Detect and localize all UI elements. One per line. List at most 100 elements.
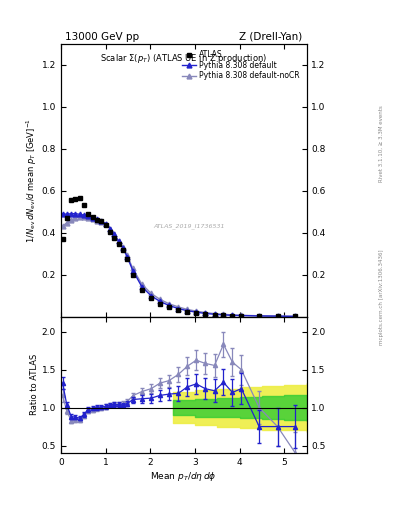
Pythia 8.308 default	[69, 210, 73, 217]
Pythia 8.308 default	[239, 312, 244, 318]
Pythia 8.308 default-noCR	[77, 214, 82, 220]
ATLAS	[230, 312, 235, 318]
ATLAS	[125, 257, 129, 263]
Text: Scalar $\Sigma(p_T)$ (ATLAS UE in Z production): Scalar $\Sigma(p_T)$ (ATLAS UE in Z prod…	[100, 52, 267, 65]
ATLAS	[203, 311, 208, 317]
ATLAS	[257, 313, 262, 319]
Pythia 8.308 default-noCR	[73, 215, 77, 221]
Pythia 8.308 default-noCR	[158, 296, 162, 303]
Pythia 8.308 default	[230, 312, 235, 318]
ATLAS	[221, 312, 226, 318]
Pythia 8.308 default	[275, 313, 280, 319]
Pythia 8.308 default	[293, 313, 298, 319]
Pythia 8.308 default-noCR	[239, 312, 244, 318]
ATLAS	[64, 215, 69, 221]
Pythia 8.308 default	[149, 293, 154, 299]
ATLAS	[140, 287, 144, 293]
Pythia 8.308 default-noCR	[275, 313, 280, 319]
Pythia 8.308 default	[257, 313, 262, 319]
Text: Z (Drell-Yan): Z (Drell-Yan)	[239, 32, 303, 42]
Pythia 8.308 default-noCR	[176, 304, 181, 310]
Pythia 8.308 default	[121, 245, 125, 251]
Pythia 8.308 default	[77, 211, 82, 218]
Pythia 8.308 default	[95, 216, 99, 222]
Line: Pythia 8.308 default: Pythia 8.308 default	[60, 211, 298, 319]
ATLAS	[77, 195, 82, 201]
Pythia 8.308 default-noCR	[112, 231, 116, 238]
Line: ATLAS: ATLAS	[60, 196, 298, 319]
Pythia 8.308 default	[112, 231, 116, 238]
ATLAS	[167, 304, 171, 310]
Pythia 8.308 default-noCR	[61, 223, 65, 229]
Pythia 8.308 default	[194, 309, 198, 315]
ATLAS	[99, 218, 103, 224]
Pythia 8.308 default-noCR	[90, 216, 95, 222]
Pythia 8.308 default-noCR	[230, 312, 235, 318]
ATLAS	[82, 202, 86, 208]
Pythia 8.308 default-noCR	[293, 313, 298, 319]
ATLAS	[103, 222, 108, 228]
Pythia 8.308 default	[176, 306, 181, 312]
Pythia 8.308 default	[82, 212, 86, 218]
Text: mcplots.cern.ch [arXiv:1306.3436]: mcplots.cern.ch [arXiv:1306.3436]	[379, 249, 384, 345]
Pythia 8.308 default-noCR	[125, 252, 129, 258]
ATLAS	[121, 247, 125, 253]
Pythia 8.308 default-noCR	[194, 308, 198, 314]
ATLAS	[149, 295, 154, 301]
ATLAS	[86, 210, 90, 217]
Pythia 8.308 default	[108, 225, 112, 231]
Pythia 8.308 default	[90, 215, 95, 221]
ATLAS	[194, 310, 198, 316]
ATLAS	[275, 313, 280, 319]
Pythia 8.308 default-noCR	[99, 219, 103, 225]
Pythia 8.308 default	[167, 303, 171, 309]
Pythia 8.308 default	[61, 210, 65, 217]
ATLAS	[95, 217, 99, 223]
ATLAS	[158, 301, 162, 307]
ATLAS	[73, 196, 77, 202]
ATLAS	[108, 228, 112, 234]
Pythia 8.308 default-noCR	[167, 301, 171, 307]
Pythia 8.308 default-noCR	[103, 221, 108, 227]
ATLAS	[239, 313, 244, 319]
Pythia 8.308 default-noCR	[257, 313, 262, 319]
Pythia 8.308 default-noCR	[64, 220, 69, 226]
Pythia 8.308 default	[203, 310, 208, 316]
Pythia 8.308 default-noCR	[82, 214, 86, 220]
ATLAS	[130, 272, 135, 278]
Legend: ATLAS, Pythia 8.308 default, Pythia 8.308 default-noCR: ATLAS, Pythia 8.308 default, Pythia 8.30…	[179, 47, 303, 83]
Line: Pythia 8.308 default-noCR: Pythia 8.308 default-noCR	[60, 215, 298, 319]
Pythia 8.308 default	[221, 312, 226, 318]
Pythia 8.308 default-noCR	[95, 218, 99, 224]
Pythia 8.308 default	[140, 284, 144, 290]
ATLAS	[69, 197, 73, 203]
Pythia 8.308 default	[64, 211, 69, 218]
Pythia 8.308 default-noCR	[130, 265, 135, 271]
Text: Rivet 3.1.10, ≥ 3.3M events: Rivet 3.1.10, ≥ 3.3M events	[379, 105, 384, 182]
ATLAS	[185, 309, 190, 315]
Pythia 8.308 default-noCR	[108, 226, 112, 232]
Y-axis label: $1/N_\mathrm{ev}\,dN_\mathrm{ev}/d$ mean $p_T$ [GeV]$^{-1}$: $1/N_\mathrm{ev}\,dN_\mathrm{ev}/d$ mean…	[24, 118, 39, 243]
ATLAS	[176, 307, 181, 313]
ATLAS	[212, 312, 217, 318]
Pythia 8.308 default	[125, 253, 129, 260]
Pythia 8.308 default-noCR	[221, 311, 226, 317]
Text: ATLAS_2019_I1736531: ATLAS_2019_I1736531	[153, 224, 224, 229]
Pythia 8.308 default	[158, 298, 162, 305]
Pythia 8.308 default-noCR	[121, 244, 125, 250]
Pythia 8.308 default	[130, 267, 135, 273]
Pythia 8.308 default-noCR	[212, 311, 217, 317]
Pythia 8.308 default	[185, 308, 190, 314]
Pythia 8.308 default	[212, 311, 217, 317]
ATLAS	[90, 214, 95, 220]
ATLAS	[61, 236, 65, 242]
Text: 13000 GeV pp: 13000 GeV pp	[65, 32, 139, 42]
Pythia 8.308 default-noCR	[140, 281, 144, 287]
Pythia 8.308 default-noCR	[149, 290, 154, 296]
Pythia 8.308 default	[99, 218, 103, 224]
ATLAS	[293, 313, 298, 319]
ATLAS	[112, 234, 116, 241]
X-axis label: Mean $p_T/d\eta\,d\phi$: Mean $p_T/d\eta\,d\phi$	[151, 470, 217, 483]
Pythia 8.308 default	[116, 238, 121, 244]
Pythia 8.308 default	[86, 213, 90, 219]
